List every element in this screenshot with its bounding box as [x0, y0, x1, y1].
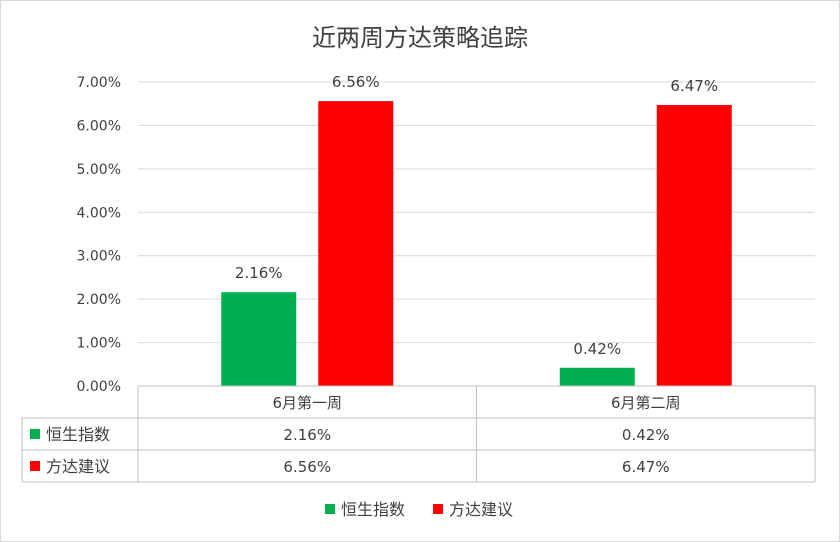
table-cell: 0.42%	[622, 426, 670, 444]
y-tick-label: 5.00%	[77, 162, 121, 178]
table-series-name: 恒生指数	[46, 425, 110, 444]
y-axis-ticks: 0.00% 1.00% 2.00% 3.00% 4.00% 5.00% 6.00% 7.00%	[77, 75, 121, 395]
bars	[221, 101, 732, 386]
legend: 恒生指数 方达建议	[325, 500, 513, 519]
legend-key	[325, 504, 335, 514]
legend-label: 恒生指数	[341, 500, 405, 519]
y-tick-label: 7.00%	[77, 75, 121, 91]
table-series-name: 方达建议	[46, 457, 110, 476]
bar	[559, 367, 635, 386]
category-label: 6月第二周	[611, 394, 681, 412]
y-tick-label: 0.00%	[77, 379, 121, 395]
table-cell: 6.47%	[622, 458, 670, 476]
data-label: 0.42%	[573, 340, 621, 358]
y-tick-label: 1.00%	[77, 336, 121, 352]
table-cell: 2.16%	[283, 426, 331, 444]
data-label: 6.47%	[670, 77, 718, 95]
data-label: 6.56%	[332, 73, 380, 91]
legend-key	[433, 504, 443, 514]
data-labels: 2.16% 0.42% 6.56% 6.47%	[235, 73, 718, 358]
bar	[221, 292, 297, 386]
chart-title: 近两周方达策略追踪	[312, 24, 528, 52]
table-cell: 6.56%	[283, 458, 331, 476]
table-legend-key	[30, 429, 40, 439]
y-tick-label: 6.00%	[77, 118, 121, 134]
data-label: 2.16%	[235, 264, 283, 282]
table-legend-key	[30, 461, 40, 471]
y-tick-label: 2.00%	[77, 292, 121, 308]
bar	[318, 101, 394, 386]
bar	[656, 105, 732, 386]
legend-label: 方达建议	[449, 500, 513, 519]
y-tick-label: 4.00%	[77, 205, 121, 221]
y-tick-label: 3.00%	[77, 249, 121, 265]
category-label: 6月第一周	[272, 394, 342, 412]
